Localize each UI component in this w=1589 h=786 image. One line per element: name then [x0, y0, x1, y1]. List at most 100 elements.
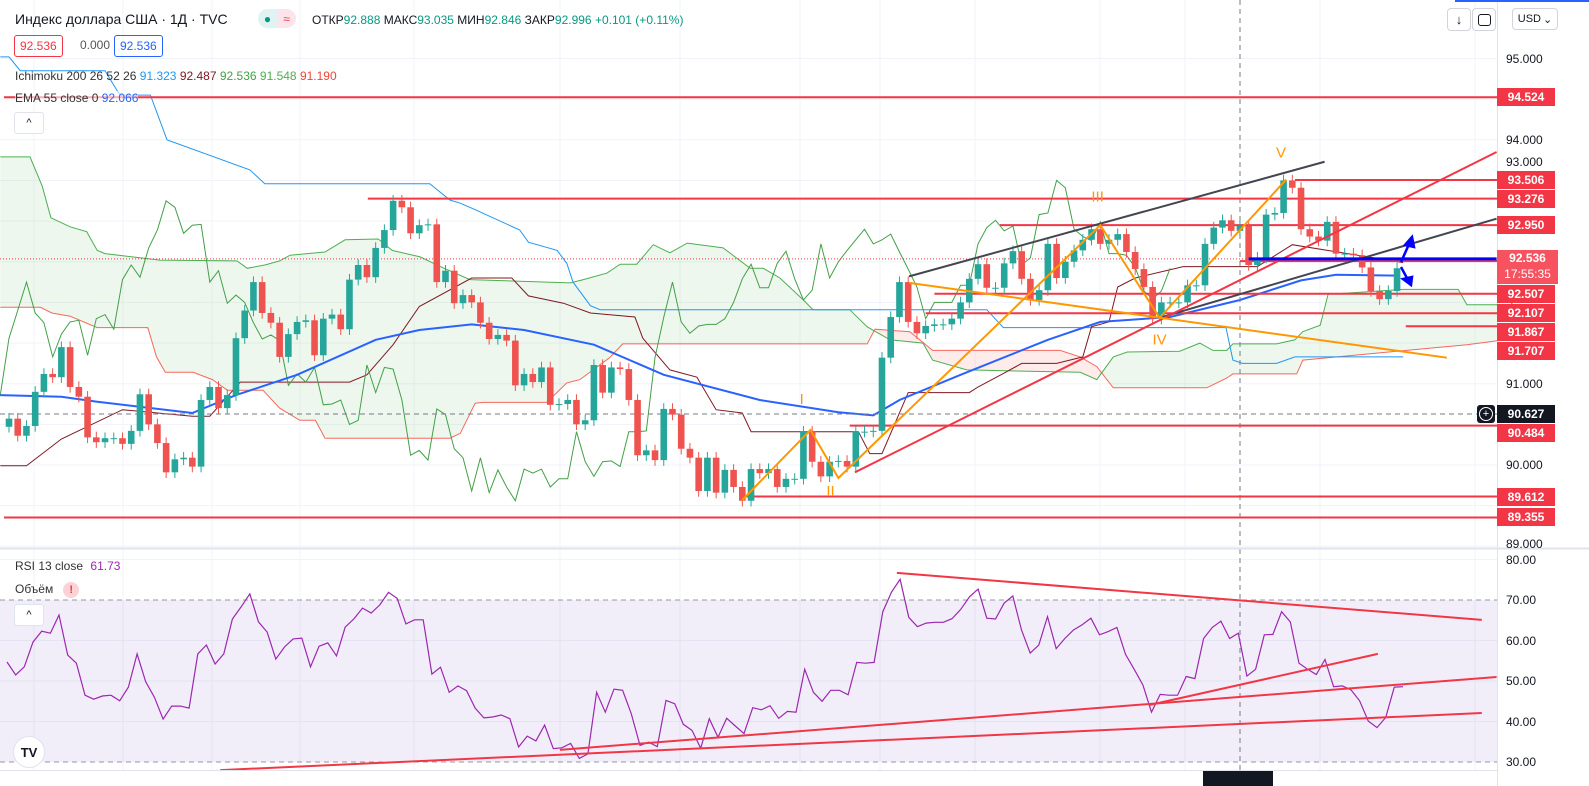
cloud-segment [484, 280, 490, 403]
wave-label: II [826, 483, 834, 500]
candle-body [677, 414, 685, 449]
ema-legend[interactable]: EMA 55 close 0 92.066 [15, 91, 139, 105]
cloud-segment [733, 255, 738, 344]
cloud-segment [537, 281, 542, 403]
candle-body [1289, 180, 1296, 188]
close-value: 92.996 [554, 13, 592, 27]
cloud-segment [227, 260, 232, 391]
price-level-tag[interactable]: 92.950 [1497, 216, 1555, 235]
ichimoku-value: 92.487 [179, 69, 217, 83]
cloud-segment [349, 239, 354, 439]
collapse-rsi-legend-button[interactable]: ^ [14, 604, 44, 626]
price-level-tag[interactable]: 92.507 [1497, 284, 1555, 303]
cloud-segment [449, 270, 455, 439]
cloud-segment [615, 264, 621, 352]
candle-body [1166, 302, 1174, 304]
candle-body [739, 486, 746, 501]
add-alert-button[interactable]: + [1477, 405, 1495, 424]
bar-countdown: 17:55:35 [1504, 266, 1551, 281]
cloud-segment [1392, 289, 1398, 352]
cloud-segment [672, 248, 677, 344]
cloud-segment [9, 156, 14, 308]
rsi-tick-label: 30.00 [1506, 755, 1537, 769]
price-tick-label: 89.000 [1506, 537, 1543, 552]
candle-body [154, 424, 161, 444]
candle-body [250, 282, 257, 311]
cloud-segment [1152, 351, 1157, 388]
horizontal-levels[interactable] [0, 0, 1497, 786]
cloud-segment [1484, 304, 1489, 343]
cloud-segment [799, 295, 804, 344]
currency-select[interactable]: USD ⌄ [1512, 8, 1558, 30]
cloud-segment [1248, 343, 1254, 374]
candle-body [485, 322, 493, 339]
price-level-tag[interactable]: 91.867 [1497, 322, 1555, 341]
open-value: 92.888 [343, 13, 381, 27]
cloud-segment [737, 259, 743, 344]
candle-body [93, 437, 100, 443]
rsi-legend[interactable]: RSI 13 close 61.73 [15, 559, 120, 573]
cloud-segment [1122, 352, 1127, 388]
warning-icon[interactable]: ! [63, 582, 80, 598]
candle-body [328, 314, 336, 319]
price-level-tag[interactable]: 94.524 [1497, 88, 1555, 107]
ichimoku-legend[interactable]: Ichimoku 200 26 52 26 91.323 92.487 92.5… [15, 69, 337, 83]
price-level-tag[interactable]: 90.484 [1497, 424, 1555, 443]
cloud-segment [807, 304, 813, 344]
candle-body [887, 317, 895, 358]
candle-body [145, 394, 152, 425]
rsi-trend-line [220, 711, 1482, 772]
cloud-segment [628, 264, 634, 344]
sell-button[interactable]: 92.536 [14, 35, 63, 57]
candle-body [1149, 286, 1156, 319]
fullscreen-button[interactable] [1472, 8, 1496, 31]
scroll-to-latest-button[interactable]: ↓ [1447, 8, 1471, 31]
volume-legend[interactable]: Объём! [15, 582, 80, 598]
cloud-segment [847, 309, 852, 344]
symbol-title[interactable]: Индекс доллара США · 1Д · TVC [15, 11, 228, 27]
candle-body [642, 450, 650, 456]
price-level-tag[interactable]: 89.355 [1497, 508, 1555, 527]
cloud-segment [755, 268, 760, 344]
price-level-tag[interactable]: 93.506 [1497, 170, 1555, 189]
tradingview-logo[interactable]: TV [13, 736, 45, 768]
cloud-segment [401, 252, 407, 439]
collapse-legend-button[interactable]: ^ [14, 112, 44, 134]
price-level-tag[interactable]: 89.612 [1497, 487, 1555, 506]
candle-body [110, 438, 118, 440]
cloud-segment [1331, 293, 1336, 358]
candle-body [704, 457, 711, 492]
price-tick-label: 93.000 [1506, 155, 1543, 170]
cloud-segment [161, 260, 167, 373]
current-price-value: 92.536 [1509, 250, 1546, 265]
candle-body [1376, 291, 1383, 300]
cloud-segment [1440, 289, 1446, 348]
cloud-segment [497, 280, 503, 403]
price-level-tag[interactable]: 91.707 [1497, 341, 1555, 360]
ichimoku-value: 91.323 [139, 69, 177, 83]
buy-button[interactable]: 92.536 [114, 35, 163, 57]
cloud-segment [1082, 358, 1088, 376]
cloud-segment [764, 268, 769, 344]
candle-body [23, 425, 30, 436]
cloud-segment [345, 239, 350, 439]
candle-body [1350, 253, 1357, 256]
price-level-tag[interactable]: 93.276 [1497, 189, 1555, 208]
rsi-tick-label: 40.00 [1506, 714, 1537, 729]
candle-body [1358, 255, 1366, 268]
delayed-data-icon: ≈ [277, 9, 296, 28]
price-level-tag[interactable]: 92.107 [1497, 303, 1555, 322]
cloud-segment [0, 156, 5, 308]
candle-body [1262, 214, 1270, 258]
candle-body [189, 457, 196, 467]
candle-body [948, 318, 956, 325]
cloud-segment [266, 263, 271, 399]
cloud-segment [1274, 343, 1280, 374]
ichimoku-value: 91.190 [299, 69, 337, 83]
market-status-badge[interactable]: ● ≈ [258, 9, 296, 28]
cloud-segment [668, 251, 673, 344]
cloud-segment [96, 248, 101, 328]
rsi-tick-label: 60.00 [1506, 633, 1537, 648]
